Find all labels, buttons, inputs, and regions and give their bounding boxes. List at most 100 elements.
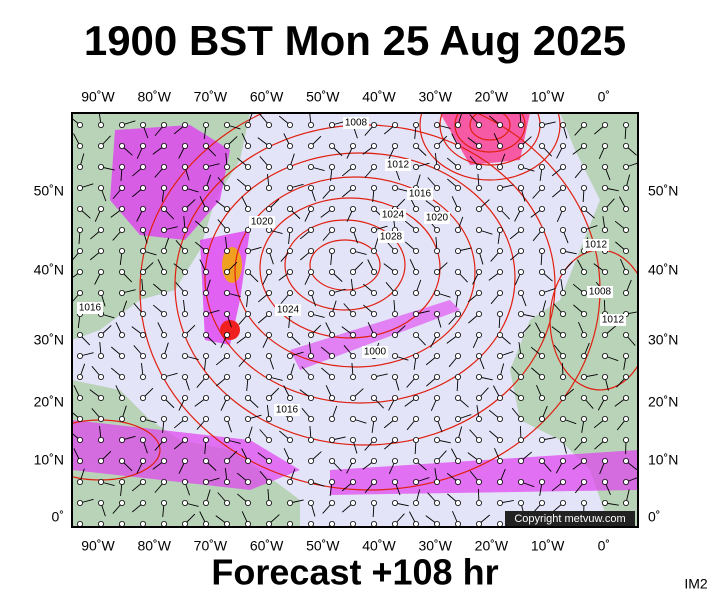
barb-station bbox=[98, 227, 103, 232]
barb-station bbox=[623, 122, 628, 127]
barb-station bbox=[161, 311, 166, 316]
barb-station bbox=[455, 353, 460, 358]
barb-station bbox=[245, 164, 250, 169]
barb-station bbox=[350, 374, 355, 379]
barb-station bbox=[266, 311, 271, 316]
barb-station bbox=[539, 500, 544, 505]
barb-station bbox=[350, 269, 355, 274]
barb-station bbox=[245, 353, 250, 358]
latitude-label: 20˚N bbox=[648, 394, 678, 410]
isobar-label: 1020 bbox=[251, 217, 274, 228]
barb-station bbox=[518, 185, 523, 190]
barb-station bbox=[287, 521, 292, 526]
barb-station bbox=[560, 395, 565, 400]
barb-station bbox=[602, 143, 607, 148]
barb-station bbox=[308, 311, 313, 316]
barb-station bbox=[371, 248, 376, 253]
barb-station bbox=[581, 374, 586, 379]
barb-station bbox=[287, 206, 292, 211]
barb-station bbox=[539, 311, 544, 316]
barb-station bbox=[518, 269, 523, 274]
barb-station bbox=[140, 269, 145, 274]
barb-station bbox=[392, 395, 397, 400]
barb-station bbox=[245, 185, 250, 190]
barb-station bbox=[497, 122, 502, 127]
barb-station bbox=[350, 500, 355, 505]
barb-station bbox=[140, 332, 145, 337]
barb-station bbox=[245, 206, 250, 211]
barb-station bbox=[98, 521, 103, 526]
barb-station bbox=[371, 206, 376, 211]
barb-station bbox=[329, 290, 334, 295]
barb-station bbox=[119, 416, 124, 421]
barb-station bbox=[77, 332, 82, 337]
barb-station bbox=[392, 374, 397, 379]
barb-station bbox=[623, 374, 628, 379]
barb-station bbox=[161, 479, 166, 484]
barb-station bbox=[560, 122, 565, 127]
barb-station bbox=[413, 143, 418, 148]
barb-station bbox=[560, 269, 565, 274]
barb-station bbox=[182, 395, 187, 400]
barb-station bbox=[455, 374, 460, 379]
barb-station bbox=[623, 353, 628, 358]
barb-station bbox=[329, 185, 334, 190]
barb-station bbox=[602, 395, 607, 400]
barb-station bbox=[602, 227, 607, 232]
barb-station bbox=[560, 353, 565, 358]
barb-station bbox=[98, 164, 103, 169]
barb-station bbox=[119, 185, 124, 190]
barb-station bbox=[539, 353, 544, 358]
isobar-label: 1008 bbox=[345, 118, 368, 129]
barb-station bbox=[497, 206, 502, 211]
barb-station bbox=[392, 122, 397, 127]
barb-station bbox=[581, 185, 586, 190]
barb-station bbox=[623, 164, 628, 169]
barb-station bbox=[140, 521, 145, 526]
barb-station bbox=[602, 353, 607, 358]
barb-station bbox=[77, 437, 82, 442]
longitude-label: 70˚W bbox=[194, 89, 228, 105]
image-id: IM2 bbox=[684, 576, 708, 592]
barb-station bbox=[371, 143, 376, 148]
longitude-label: 60˚W bbox=[250, 89, 284, 105]
barb-station bbox=[98, 500, 103, 505]
barb-station bbox=[434, 416, 439, 421]
barb-station bbox=[140, 416, 145, 421]
barb-station bbox=[161, 395, 166, 400]
barb-station bbox=[434, 311, 439, 316]
barb-station bbox=[476, 143, 481, 148]
barb-station bbox=[161, 185, 166, 190]
barb-station bbox=[560, 500, 565, 505]
barb-station bbox=[266, 164, 271, 169]
barb-station bbox=[308, 479, 313, 484]
barb-station bbox=[518, 311, 523, 316]
barb-station bbox=[140, 458, 145, 463]
barb-station bbox=[476, 479, 481, 484]
barb-station bbox=[329, 227, 334, 232]
barb-station bbox=[350, 395, 355, 400]
barb-station bbox=[392, 479, 397, 484]
barb-station bbox=[287, 290, 292, 295]
barb-station bbox=[266, 395, 271, 400]
barb-station bbox=[245, 311, 250, 316]
barb-station bbox=[434, 353, 439, 358]
barb-station bbox=[602, 185, 607, 190]
copyright: Copyright metvuw.com bbox=[514, 513, 625, 525]
barb-station bbox=[455, 143, 460, 148]
barb-station bbox=[392, 269, 397, 274]
barb-station bbox=[413, 395, 418, 400]
barb-station bbox=[329, 311, 334, 316]
barb-station bbox=[497, 500, 502, 505]
barb-station bbox=[98, 185, 103, 190]
isobar-label: 1024 bbox=[277, 305, 300, 316]
barb-station bbox=[413, 122, 418, 127]
barb-station bbox=[266, 500, 271, 505]
barb-station bbox=[518, 164, 523, 169]
barb-station bbox=[245, 332, 250, 337]
barb-station bbox=[224, 206, 229, 211]
barb-station bbox=[77, 395, 82, 400]
barb-station bbox=[161, 521, 166, 526]
barb-station bbox=[98, 143, 103, 148]
barb-station bbox=[476, 269, 481, 274]
